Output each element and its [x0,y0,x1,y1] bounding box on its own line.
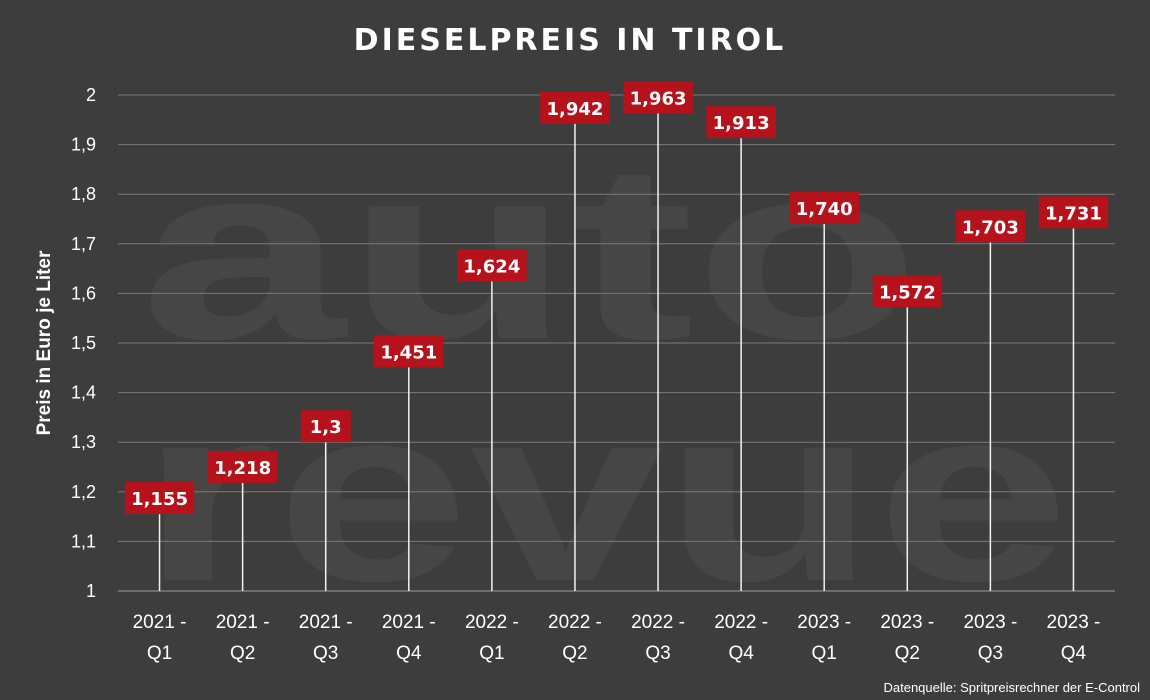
value-label-text: 1,703 [962,217,1019,238]
watermark: auto revue [140,112,1070,633]
x-tick-label-quarter: Q2 [562,643,587,664]
value-label: 1,703 [955,210,1026,243]
x-tick-label-quarter: Q4 [1061,643,1087,664]
value-label-box [300,410,351,443]
value-label-text: 1,572 [879,282,936,303]
value-label-box [623,81,693,114]
value-label-box [1038,196,1109,229]
value-label-box [540,91,610,124]
x-tick-label-year: 2022 - [714,612,768,633]
y-tick-label: 1,3 [71,432,96,452]
x-tick-label-year: 2022 - [548,612,602,633]
value-label-box [457,249,527,282]
x-tick-label-year: 2023 - [880,612,934,633]
value-label: 1,731 [1038,196,1109,229]
watermark-line-2: revue [140,354,1070,633]
source-note: Datenquelle: Spritpreisrechner der E-Con… [883,680,1140,695]
value-label: 1,218 [207,450,278,483]
value-label: 1,155 [124,482,195,515]
value-label: 1,3 [300,410,351,443]
value-label-text: 1,624 [463,256,520,277]
value-label: 1,624 [457,249,527,282]
x-tick-label-quarter: Q1 [812,643,837,664]
y-tick-label: 1,9 [71,135,96,155]
x-tick-label-quarter: Q2 [895,643,920,664]
value-label: 1,740 [789,191,859,224]
value-label-text: 1,963 [630,88,687,109]
y-tick-label: 2 [86,85,96,105]
x-tick-label-year: 2022 - [631,612,685,633]
y-tick-label: 1,4 [71,383,96,403]
x-tick-label-quarter: Q3 [313,643,338,664]
value-stems [158,113,1075,591]
value-label-text: 1,451 [380,342,437,363]
x-tick-label-quarter: Q4 [396,643,422,664]
value-label: 1,942 [540,91,610,124]
x-tick-label-year: 2023 - [797,612,851,633]
y-tick-label: 1,8 [71,184,96,204]
x-tick-label-quarter: Q4 [728,643,754,664]
y-tick-label: 1,6 [71,283,96,303]
y-tick-label: 1 [86,581,96,601]
x-tick-label-year: 2023 - [1047,612,1101,633]
value-label: 1,963 [623,81,693,114]
x-tick-label-quarter: Q1 [479,643,504,664]
y-axis-ticks: 1 1,1 1,2 1,3 1,4 1,5 1,6 1,7 1,8 1,9 2 [71,85,96,601]
value-label-text: 1,155 [131,489,188,510]
watermark-line-1: auto [140,112,920,391]
x-tick-label-year: 2021 - [299,612,353,633]
x-tick-label-year: 2021 - [382,612,436,633]
y-tick-label: 1,7 [71,234,96,254]
value-label-text: 1,3 [310,417,342,438]
x-tick-label-year: 2023 - [963,612,1017,633]
x-tick-label-year: 2021 - [133,612,187,633]
y-tick-label: 1,2 [71,482,96,502]
x-tick-label-quarter: Q3 [645,643,670,664]
value-label-box [706,106,776,139]
value-label-text: 1,218 [214,458,271,479]
value-label-box [955,210,1026,243]
value-label: 1,913 [706,106,776,139]
x-axis-ticks: 2021 - Q1 2021 - Q2 2021 - Q3 2021 - Q4 2022 - Q1… [133,612,1101,664]
grid [118,94,1115,592]
value-label-box [124,482,195,515]
y-tick-label: 1,5 [71,333,96,353]
value-labels: 1,155 1,218 1,3 1,451 1,624 1,942 1,963 1,913 1,… [124,81,1109,515]
value-label-text: 1,913 [713,113,770,134]
value-label-box [207,450,278,483]
value-label-box [872,275,943,308]
value-label-text: 1,731 [1045,203,1102,224]
x-tick-label-year: 2021 - [216,612,270,633]
value-label-text: 1,740 [796,199,853,220]
x-tick-label-quarter: Q1 [147,643,172,664]
x-tick-label-year: 2022 - [465,612,519,633]
y-tick-label: 1,1 [71,531,96,551]
value-label: 1,572 [872,275,943,308]
y-axis-label: Preis in Euro je Liter [34,250,55,435]
chart-title: DIESELPREIS IN TIROL [354,23,787,58]
value-label: 1,451 [374,335,444,368]
x-tick-label-quarter: Q3 [978,643,1003,664]
value-label-text: 1,942 [546,99,603,120]
value-label-box [374,335,444,368]
value-label-box [789,191,859,224]
x-tick-label-quarter: Q2 [230,643,255,664]
